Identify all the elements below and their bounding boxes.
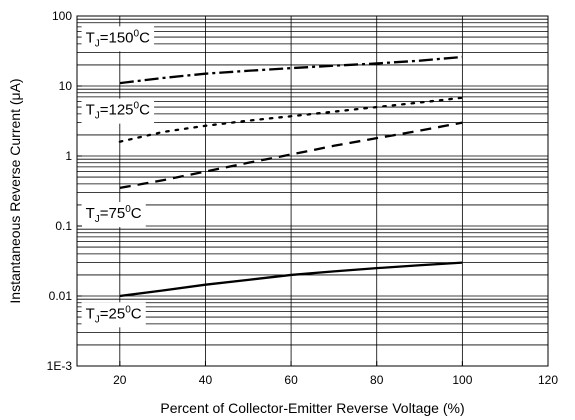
y-tick-label: 0.01 (49, 289, 73, 303)
grid (77, 16, 548, 366)
annotation-background (81, 26, 155, 52)
annotation-label: TJ=1250C (86, 101, 151, 122)
plot-frame (76, 15, 549, 367)
annotation-background (81, 302, 146, 328)
axis-ticks: 20 40 60 80 100 120 1E-3 0.01 0.1 1 10 100 (47, 9, 559, 387)
x-tick-label: 40 (199, 373, 213, 387)
x-tick-label: 60 (284, 373, 298, 387)
series-line-tj-125 (118, 96, 464, 143)
y-tick-label: 0.1 (55, 219, 72, 233)
annotation-tj-125: TJ=1250C (81, 98, 155, 124)
y-axis-title: Instantaneous Reverse Current (μA) (7, 78, 23, 303)
x-tick-label: 120 (538, 373, 558, 387)
y-tick-label: 10 (59, 79, 73, 93)
y-tick-label: 100 (52, 9, 72, 23)
x-tick-label: 100 (452, 373, 472, 387)
annotation-label: TJ=750C (86, 204, 142, 225)
series-line-tj-25 (119, 261, 463, 298)
annotation-tj-25: TJ=250C (81, 302, 146, 328)
annotation-label: TJ=250C (86, 304, 142, 325)
x-tick-label: 20 (113, 373, 127, 387)
series-layer (118, 55, 464, 298)
annotation-background (81, 202, 146, 228)
series-line-tj-75 (119, 121, 463, 190)
annotation-label: TJ=1500C (86, 28, 151, 49)
annotations: TJ=1500C TJ=1250C TJ=750C TJ=250C (81, 26, 155, 328)
y-tick-label: 1E-3 (47, 359, 73, 373)
annotation-tj-75: TJ=750C (81, 202, 146, 228)
y-tick-label: 1 (65, 149, 72, 163)
annotation-background (81, 98, 155, 124)
series-line-tj-150 (119, 55, 463, 85)
annotation-tj-150: TJ=1500C (81, 26, 155, 52)
x-axis-title: Percent of Collector-Emitter Reverse Vol… (160, 400, 464, 416)
x-tick-label: 80 (370, 373, 384, 387)
